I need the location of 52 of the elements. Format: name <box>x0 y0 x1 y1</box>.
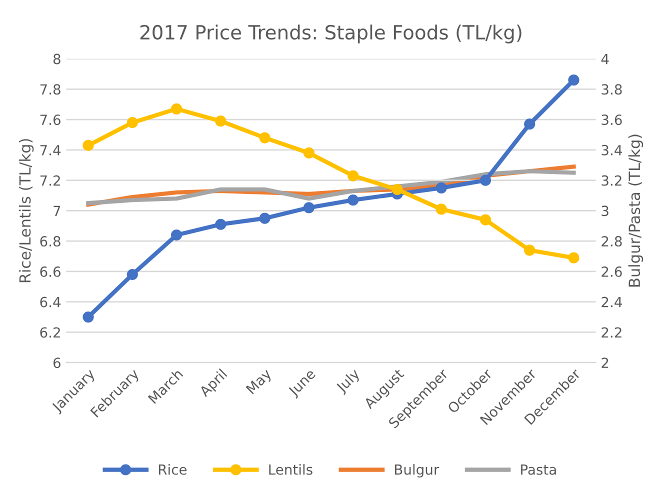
y-tick-label: 7 <box>54 206 60 216</box>
y2-tick-label: 2.4 <box>602 296 622 308</box>
y-tick-label: 7.6 <box>40 114 60 126</box>
point <box>259 132 270 144</box>
point <box>568 252 580 264</box>
y-tick-label: 6.2 <box>40 327 60 338</box>
point <box>126 117 138 128</box>
y-axis-title: Rice/Lentils (TL/kg) <box>18 139 34 282</box>
legend-label: Bulgur <box>395 464 440 478</box>
point <box>259 212 270 224</box>
y-tick-label: 6 <box>53 358 60 368</box>
point <box>82 140 94 151</box>
point <box>126 268 138 280</box>
y-tick-label: 6.6 <box>40 266 60 277</box>
y2-tick-label: 3 <box>602 206 608 216</box>
point <box>568 74 580 86</box>
y-tick-label: 7.8 <box>40 84 60 95</box>
point <box>303 147 314 159</box>
point <box>215 218 226 230</box>
y2-axis-title: Bulgur/Pasta (TL/kg) <box>628 134 644 287</box>
y2-tick-label: 3.6 <box>602 114 622 126</box>
y2-tick-label: 2 <box>602 358 608 368</box>
legend-label: Rice <box>158 464 187 475</box>
chart-title: 2017 Price Trends: Staple Foods (TL/kg) <box>140 24 522 44</box>
y2-tick-label: 4 <box>601 54 609 64</box>
point <box>170 103 182 114</box>
legend-label: Lentils <box>269 464 312 475</box>
y2-tick-label: 3.8 <box>602 84 622 95</box>
point <box>392 184 403 195</box>
point <box>170 229 182 241</box>
point <box>215 116 226 127</box>
point <box>348 194 359 206</box>
legend-label: Pasta <box>521 464 556 475</box>
point <box>436 182 447 194</box>
y-tick-label: 7.2 <box>40 175 60 186</box>
y2-tick-label: 3.2 <box>602 175 622 186</box>
point <box>480 174 492 186</box>
y2-tick-label: 2.6 <box>602 266 622 277</box>
y-tick-label: 6.8 <box>40 236 60 247</box>
point <box>303 202 314 214</box>
point <box>436 204 447 215</box>
point <box>524 244 536 256</box>
y-tick-label: 8 <box>53 54 60 64</box>
y-tick-label: 6.4 <box>40 296 61 308</box>
point <box>82 311 94 323</box>
y2-tick-label: 2.8 <box>602 236 622 247</box>
y2-tick-label: 2.2 <box>602 327 622 338</box>
point <box>480 214 492 226</box>
point <box>348 170 359 182</box>
y-tick-label: 7.4 <box>40 145 61 156</box>
y2-tick-label: 3.4 <box>602 144 622 156</box>
point <box>524 118 536 130</box>
